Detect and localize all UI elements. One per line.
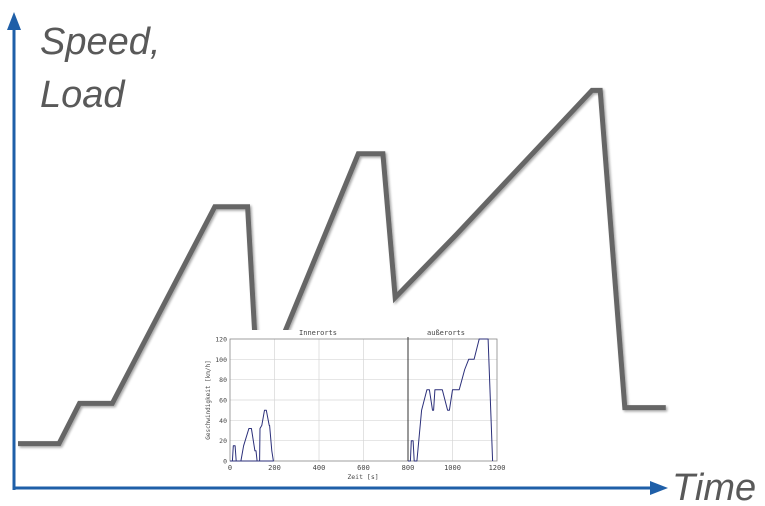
inset-background: [200, 330, 518, 480]
x-axis-arrow: [650, 481, 668, 495]
inset-grid: [230, 339, 497, 461]
y-axis-arrow: [7, 12, 21, 30]
y-axis-title-line-1: Speed,: [40, 21, 160, 63]
inset-y-tick-label: 40: [219, 417, 227, 425]
inset-title-right: außerorts: [427, 329, 465, 337]
inset-x-ticks: 0 200 400 600 800 1000 1200: [228, 464, 506, 472]
inset-x-tick-label: 1200: [489, 464, 506, 472]
inset-plot-frame: [229, 338, 498, 462]
inset-y-tick-label: 0: [223, 458, 227, 466]
inset-y-ticks: 0 20 40 60 80 100 120: [215, 336, 227, 466]
inset-series-line-1: [230, 409, 274, 462]
main-axes: [7, 12, 668, 495]
inset-series-line-2: [408, 338, 494, 462]
inset-x-tick-label: 800: [402, 464, 415, 472]
inset-y-tick-label: 100: [215, 356, 227, 364]
main-series-line: [18, 87, 666, 447]
inset-x-tick-label: 1000: [444, 464, 461, 472]
inset-y-axis-title: Geschwindigkeit [km/h]: [205, 360, 212, 439]
inset-x-axis-title: Zeit [s]: [347, 473, 378, 481]
inset-x-tick-label: 0: [228, 464, 232, 472]
inset-x-tick-label: 400: [313, 464, 326, 472]
y-axis-title-line-2: Load: [40, 74, 126, 116]
inset-chart: Innerorts außerorts 0 200 400 600 800 1000 120…: [200, 329, 518, 481]
inset-series: [230, 338, 494, 462]
inset-x-tick-label: 200: [268, 464, 281, 472]
x-axis-title: Time: [672, 467, 756, 506]
inset-y-tick-label: 60: [219, 397, 227, 405]
inset-y-tick-label: 20: [219, 437, 227, 445]
inset-title-left: Innerorts: [299, 329, 337, 337]
inset-x-tick-label: 600: [357, 464, 370, 472]
inset-y-tick-label: 80: [219, 376, 227, 384]
inset-y-tick-label: 120: [215, 336, 227, 344]
